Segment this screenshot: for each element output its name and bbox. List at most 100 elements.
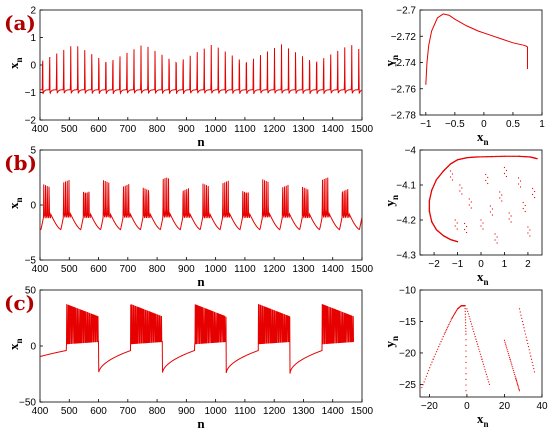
phase-point (508, 218, 510, 220)
phase-point (522, 207, 524, 210)
x-tick-label: 1 (502, 259, 508, 270)
phase-point (476, 341, 478, 343)
phase-point (493, 155, 495, 158)
phase-point (489, 211, 491, 213)
phase-point (470, 323, 473, 325)
x-tick-label: 500 (61, 264, 78, 275)
phase-point (464, 313, 466, 315)
x-tick-label: −0.5 (445, 119, 465, 130)
y-axis-label: xn (6, 197, 24, 209)
phase-point (487, 182, 489, 185)
y-axis-label-base: y (382, 200, 397, 207)
phase-point (502, 155, 504, 158)
phase-point (507, 351, 509, 353)
phase-point (485, 179, 487, 182)
y-axis-label: xn (6, 338, 24, 350)
phase-point (533, 371, 536, 373)
phase-point (484, 368, 486, 370)
y-axis-label-sub: n (390, 336, 400, 341)
phase-point (446, 327, 449, 329)
plot-frame (419, 9, 543, 116)
phase-point (507, 155, 509, 157)
phase-point (463, 228, 466, 231)
phase-point (524, 330, 526, 332)
phase-point (465, 367, 467, 369)
phase-point (509, 155, 511, 157)
phase-point (476, 156, 479, 158)
y-axis-label-sub: n (390, 55, 400, 60)
phase-point (521, 320, 524, 323)
phase-point (448, 324, 450, 326)
y-axis-label-base: x (6, 343, 21, 350)
phase-point (433, 356, 435, 358)
phase-point (465, 231, 468, 234)
phase-point (453, 313, 455, 316)
phase-point (430, 364, 432, 366)
phase-point (482, 222, 484, 224)
x-tick-label: 1100 (234, 264, 256, 275)
phase-point (488, 381, 490, 383)
phase-point (512, 368, 514, 370)
chart-marks (425, 13, 528, 85)
x-axis-label-sub: n (484, 137, 489, 147)
phase-point (511, 366, 513, 368)
phase-point (519, 180, 522, 182)
x-tick-label: 700 (119, 124, 136, 135)
chart-marks (40, 44, 362, 96)
phase-point (489, 205, 491, 207)
phase-point (454, 225, 456, 227)
phase-point (478, 156, 481, 158)
phase-point (483, 156, 485, 158)
phase-point (465, 350, 467, 352)
phase-point (449, 320, 452, 323)
phase-point (491, 214, 493, 216)
phase-point (477, 156, 480, 158)
phase-point (447, 325, 449, 327)
phase-point (520, 314, 522, 316)
phase-point (468, 198, 470, 200)
phase-point (456, 309, 458, 311)
phase-point (525, 336, 527, 338)
phase-point (517, 385, 519, 387)
phase-point (524, 210, 526, 213)
phase-point (517, 386, 519, 388)
phase-point (516, 382, 518, 384)
x-tick-label: 1500 (351, 264, 374, 275)
phase-point (506, 349, 508, 351)
y-tick-label: −15 (399, 317, 416, 328)
phase-point (496, 236, 498, 238)
x-tick-label: 0 (478, 259, 484, 270)
x-tick-label: 0 (464, 401, 470, 412)
x-axis-label: n (197, 134, 205, 149)
y-axis-label-sub: n (14, 57, 24, 62)
phase-point (504, 341, 506, 343)
x-tick-label: 700 (119, 406, 136, 417)
x-tick-label: −2 (428, 259, 440, 270)
phase-point (465, 333, 467, 335)
phase-point (516, 381, 518, 383)
phase-point (531, 361, 533, 363)
phase-point (468, 315, 470, 318)
phase-point (494, 239, 496, 241)
phase-point (440, 341, 442, 343)
y-axis-label: yn (382, 55, 400, 67)
phase-point (523, 327, 525, 329)
phase-point (450, 319, 452, 321)
phase-point (510, 221, 512, 223)
phase-point (449, 170, 452, 172)
x-tick-label: 1400 (322, 406, 345, 417)
phase-point (513, 371, 515, 374)
x-tick-label: −1 (452, 259, 464, 270)
phase-point (465, 384, 467, 386)
y-tick-label: −4.1 (396, 181, 416, 192)
phase-point (527, 346, 530, 348)
phase-point (505, 169, 508, 172)
phase-point (489, 155, 492, 158)
phase-point (465, 322, 467, 324)
phase-point (451, 179, 454, 181)
phase-point (491, 208, 493, 210)
x-tick-label: −1 (420, 119, 432, 130)
phase-point (515, 155, 517, 157)
y-tick-label: 5 (30, 146, 36, 157)
y-tick-label: 0 (30, 342, 36, 353)
